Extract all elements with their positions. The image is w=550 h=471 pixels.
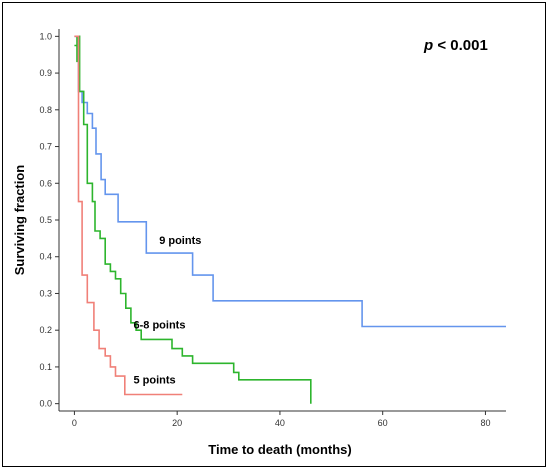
p-value-text: < 0.001 [433,37,488,54]
y-tick-label: 1.0 [39,31,52,41]
y-tick-label: 0.5 [39,215,52,225]
y-tick-label: 0.1 [39,362,52,372]
x-tick-label: 0 [72,418,77,428]
series-lines [74,35,506,404]
y-tick-label: 0.8 [39,105,52,115]
x-tick-label: 40 [275,418,285,428]
y-axis-ticks: 0.0 0.1 0.2 0.3 0.4 0.5 0.6 0.7 0.8 0.9 1.0 [39,31,59,409]
x-tick-label: 80 [480,418,490,428]
series-line-6-8-points [74,35,312,404]
y-tick-label: 0.0 [39,399,52,409]
y-tick-label: 0.4 [39,252,52,262]
x-axis-title: Time to death (months) [208,442,351,457]
series-line-9-points [74,35,506,328]
series-labels: 9 points 6-8 points 5 points [134,235,202,387]
chart-frame [2,2,546,467]
y-tick-label: 0.6 [39,178,52,188]
y-tick-label: 0.9 [39,68,52,78]
y-tick-label: 0.3 [39,288,52,298]
y-tick-label: 0.7 [39,142,52,152]
y-axis-title: Surviving fraction [12,165,27,276]
x-tick-label: 20 [172,418,182,428]
y-tick-label: 0.2 [39,325,52,335]
x-tick-label: 60 [378,418,388,428]
p-value-annotation: p < 0.001 [423,37,488,54]
series-line-5-points [74,35,183,396]
x-axis-ticks: 0 20 40 60 80 [72,411,490,428]
series-label-5-points: 5 points [134,374,176,386]
p-value-symbol: p [423,37,433,54]
series-label-6-8-points: 6-8 points [134,319,186,331]
series-label-9-points: 9 points [159,235,201,247]
